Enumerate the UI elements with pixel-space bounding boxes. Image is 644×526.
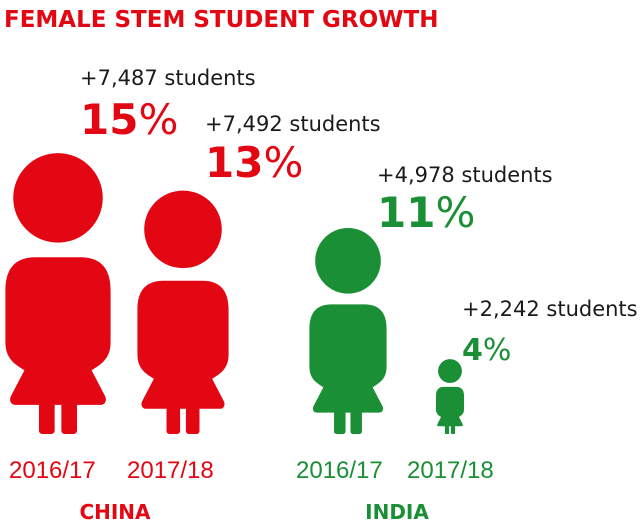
girl-figure-icon: [5, 153, 111, 434]
percent-sign: %: [435, 188, 475, 237]
percent-label: 4%: [462, 333, 511, 368]
percent-sign: %: [483, 333, 512, 368]
year-label: 2016/17: [296, 457, 383, 484]
labels-layer: +7,487 students 15% 2016/17 +7,492 students…: [9, 66, 638, 524]
students-label: +7,487 students: [80, 66, 256, 90]
girl-figure-icon: [137, 190, 229, 434]
students-label: +4,978 students: [377, 163, 553, 187]
percent-value: 4: [462, 333, 483, 368]
percent-label: 11%: [377, 188, 475, 237]
girl-figure-icon: [435, 359, 465, 434]
percent-sign: %: [138, 95, 178, 144]
group-label: INDIA: [365, 500, 429, 524]
percent-value: 11: [377, 188, 435, 237]
students-label: +7,492 students: [205, 112, 381, 136]
girl-figure-icon: [309, 228, 387, 434]
percent-label: 13%: [205, 138, 303, 187]
percent-label: 15%: [80, 95, 178, 144]
students-label: +2,242 students: [462, 297, 638, 321]
group-label: CHINA: [79, 500, 151, 524]
year-label: 2017/18: [127, 457, 214, 484]
year-label: 2016/17: [9, 457, 96, 484]
percent-sign: %: [263, 138, 303, 187]
percent-value: 13: [205, 138, 263, 187]
year-label: 2017/18: [407, 457, 494, 484]
percent-value: 15: [80, 95, 138, 144]
chart-title: FEMALE STEM STUDENT GROWTH: [4, 7, 438, 33]
